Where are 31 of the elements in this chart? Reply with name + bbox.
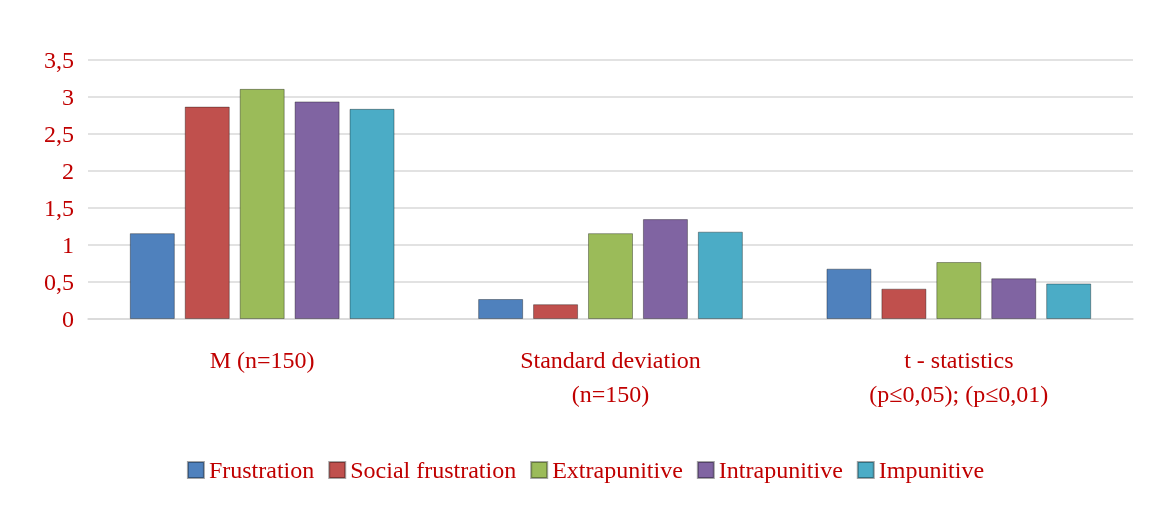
legend-label: Extrapunitive bbox=[552, 457, 683, 483]
x-tick-label: t - statistics (p≤0,05); (p≤0,01) bbox=[869, 347, 1049, 407]
bar bbox=[881, 288, 927, 319]
bar bbox=[697, 231, 743, 319]
bar bbox=[478, 299, 524, 319]
bar bbox=[587, 233, 634, 319]
legend-label: Intrapunitive bbox=[718, 457, 843, 483]
y-tick-label: 2,5 bbox=[44, 121, 74, 147]
y-tick-label: 0,5 bbox=[44, 269, 74, 295]
bar bbox=[129, 233, 175, 319]
y-tick-label: 3 bbox=[62, 84, 74, 110]
legend-label: Frustration bbox=[208, 457, 315, 483]
bar bbox=[239, 88, 285, 319]
y-tick-label: 2 bbox=[62, 158, 74, 184]
x-tick-label: M (n=150) bbox=[209, 347, 315, 373]
legend-label: Impunitive bbox=[878, 457, 985, 483]
bar bbox=[533, 304, 579, 319]
x-tick-label: Standard deviation (n=150) bbox=[520, 347, 701, 407]
y-tick-label: 1 bbox=[62, 232, 74, 258]
y-tick-label: 1,5 bbox=[44, 195, 74, 221]
bar bbox=[826, 268, 872, 319]
bar bbox=[184, 106, 230, 319]
bar bbox=[1046, 283, 1092, 319]
bar bbox=[349, 108, 395, 319]
bar bbox=[642, 219, 688, 319]
y-tick-label: 3,5 bbox=[44, 47, 74, 73]
bar bbox=[991, 278, 1037, 319]
legend-label: Social frustration bbox=[350, 457, 517, 483]
bar bbox=[294, 101, 340, 319]
y-tick-label: 0 bbox=[62, 306, 74, 332]
bar bbox=[936, 262, 982, 319]
